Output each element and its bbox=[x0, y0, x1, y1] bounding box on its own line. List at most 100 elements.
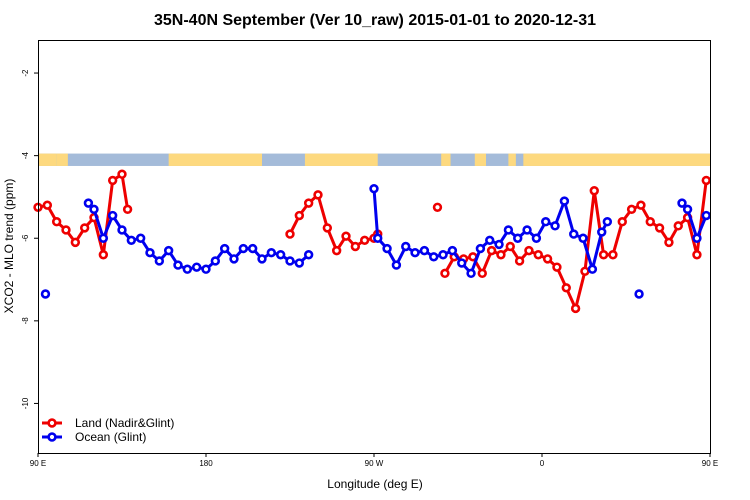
data-point bbox=[645, 217, 655, 227]
chart-title: 35N-40N September (Ver 10_raw) 2015-01-0… bbox=[154, 12, 596, 29]
data-point bbox=[608, 250, 618, 260]
data-point bbox=[373, 233, 383, 243]
data-point bbox=[117, 169, 127, 179]
data-point bbox=[359, 235, 370, 246]
data-point bbox=[154, 256, 165, 266]
data-point bbox=[126, 235, 137, 246]
data-point bbox=[331, 245, 342, 256]
data-point bbox=[533, 250, 543, 260]
data-point bbox=[589, 186, 599, 196]
data-point bbox=[432, 202, 443, 212]
series-land bbox=[33, 169, 711, 314]
series-line-segment bbox=[87, 202, 310, 271]
data-point bbox=[570, 303, 581, 314]
data-point bbox=[135, 233, 146, 243]
data-point bbox=[40, 289, 51, 299]
x-tick-label: 90 E bbox=[30, 459, 46, 468]
data-point bbox=[626, 204, 637, 215]
land-ocean-mask bbox=[38, 153, 710, 166]
y-tick-label: -6 bbox=[21, 234, 30, 242]
legend: Land (Nadir&Glint)Ocean (Glint) bbox=[42, 416, 174, 444]
y-tick-label: -4 bbox=[21, 152, 30, 160]
data-point bbox=[98, 233, 109, 243]
data-point bbox=[598, 250, 609, 260]
data-point bbox=[410, 247, 420, 258]
data-point bbox=[542, 254, 553, 264]
data-point bbox=[285, 229, 295, 239]
data-point bbox=[238, 243, 249, 254]
data-point bbox=[83, 198, 94, 208]
data-point bbox=[617, 217, 627, 227]
data-point bbox=[457, 258, 467, 268]
data-point bbox=[173, 260, 183, 270]
data-point bbox=[494, 239, 504, 250]
y-axis-ticks: -2 -4 -6 -8 -10 bbox=[21, 69, 38, 409]
data-point bbox=[51, 217, 62, 227]
data-point bbox=[524, 245, 534, 256]
data-point bbox=[701, 175, 711, 186]
data-point bbox=[107, 175, 118, 186]
land-mask-segment bbox=[441, 153, 451, 166]
data-point bbox=[275, 250, 286, 260]
data-point bbox=[496, 250, 506, 260]
data-point bbox=[303, 250, 314, 260]
data-point bbox=[122, 204, 133, 215]
data-point bbox=[294, 210, 305, 221]
data-point bbox=[219, 243, 230, 254]
data-point bbox=[692, 250, 702, 260]
data-point bbox=[550, 221, 560, 231]
data-point bbox=[285, 256, 295, 266]
data-point bbox=[341, 231, 351, 241]
data-point bbox=[313, 190, 323, 200]
land-mask-segment bbox=[56, 153, 68, 166]
land-mask-segment bbox=[304, 153, 378, 166]
data-point bbox=[475, 243, 486, 254]
data-point bbox=[303, 198, 314, 208]
data-point bbox=[182, 264, 193, 274]
data-point bbox=[692, 233, 702, 243]
series-ocean bbox=[40, 183, 711, 299]
data-point bbox=[419, 245, 430, 256]
data-point bbox=[322, 223, 333, 233]
data-point bbox=[369, 183, 379, 194]
data-point bbox=[503, 225, 514, 235]
data-point bbox=[391, 260, 402, 270]
legend-marker bbox=[47, 418, 57, 428]
data-point bbox=[42, 200, 53, 210]
data-point bbox=[466, 268, 476, 279]
data-point bbox=[602, 217, 613, 227]
land-mask-segment bbox=[542, 153, 710, 166]
data-point bbox=[664, 237, 674, 248]
data-point bbox=[682, 204, 693, 215]
data-point bbox=[522, 225, 532, 235]
legend-label: Land (Nadir&Glint) bbox=[75, 416, 174, 430]
legend-entry: Land (Nadir&Glint) bbox=[42, 416, 174, 430]
data-point bbox=[569, 229, 579, 239]
data-point bbox=[98, 250, 109, 260]
x-axis-ticks: 90 E 180 90 W 0 90 E bbox=[30, 453, 718, 468]
data-point bbox=[61, 225, 71, 235]
data-point bbox=[440, 268, 450, 279]
data-point bbox=[438, 250, 448, 260]
data-point bbox=[541, 217, 551, 227]
land-mask-segment bbox=[168, 153, 262, 166]
data-point bbox=[350, 241, 361, 252]
data-point bbox=[634, 289, 644, 299]
data-point bbox=[485, 235, 495, 246]
x-tick-label: 90 W bbox=[365, 459, 384, 468]
x-tick-label: 90 E bbox=[702, 459, 718, 468]
data-point bbox=[266, 247, 277, 258]
data-point bbox=[578, 233, 588, 243]
data-point bbox=[201, 264, 211, 274]
data-point bbox=[701, 210, 711, 221]
data-point bbox=[107, 210, 118, 221]
data-point bbox=[505, 241, 515, 252]
data-point bbox=[677, 198, 687, 208]
data-point bbox=[79, 223, 90, 233]
data-point bbox=[191, 262, 202, 272]
data-point bbox=[401, 241, 411, 252]
data-point bbox=[597, 227, 607, 237]
data-point bbox=[486, 245, 497, 256]
data-point bbox=[552, 262, 562, 272]
